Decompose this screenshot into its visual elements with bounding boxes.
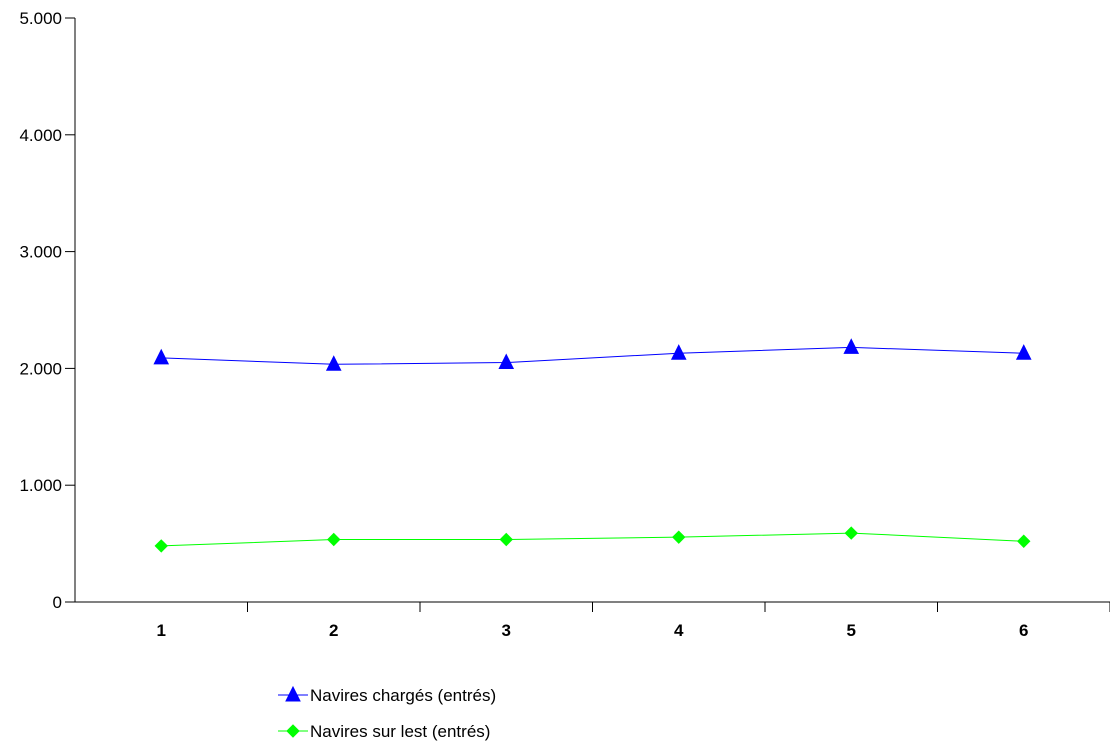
series-1 [153, 338, 1032, 371]
series-layer [153, 338, 1032, 553]
y-tick-label: 3.000 [19, 243, 62, 262]
legend-label: Navires chargés (entrés) [310, 686, 496, 705]
series-line [161, 346, 1024, 365]
data-point [327, 532, 341, 547]
x-tick-label: 4 [674, 621, 684, 640]
data-point [499, 532, 513, 547]
y-tick-label: 5.000 [19, 9, 62, 28]
y-tick-label: 2.000 [19, 359, 62, 378]
legend-item-1: Navires chargés (entrés) [278, 685, 496, 705]
y-tick-label: 0 [53, 593, 62, 612]
x-tick-label: 3 [502, 621, 511, 640]
x-tick-label: 5 [847, 621, 856, 640]
y-tick-label: 1.000 [19, 476, 62, 495]
data-point [844, 526, 858, 540]
data-point [1015, 344, 1032, 360]
legend-marker [285, 685, 301, 702]
axes: 0 1.000 2.000 3.000 4.000 5.000 1 2 3 4 5 6 [19, 9, 1110, 640]
x-tick-label: 6 [1019, 621, 1028, 640]
y-tick-label: 4.000 [19, 126, 62, 145]
legend-marker [286, 724, 300, 738]
legend-item-2: Navires sur lest (entrés) [278, 722, 490, 741]
legend: Navires chargés (entrés) Navires sur lest… [278, 685, 496, 741]
x-tick-label: 1 [157, 621, 166, 640]
data-point [154, 539, 168, 553]
data-point [843, 338, 860, 354]
data-point [153, 348, 170, 365]
data-point [670, 344, 687, 360]
data-point [1017, 534, 1031, 548]
data-point [672, 530, 686, 544]
x-tick-label: 2 [329, 621, 338, 640]
series-2 [154, 526, 1031, 553]
data-point [325, 355, 342, 371]
series-line [161, 532, 1024, 547]
data-point [498, 353, 515, 370]
legend-label: Navires sur lest (entrés) [310, 722, 490, 741]
